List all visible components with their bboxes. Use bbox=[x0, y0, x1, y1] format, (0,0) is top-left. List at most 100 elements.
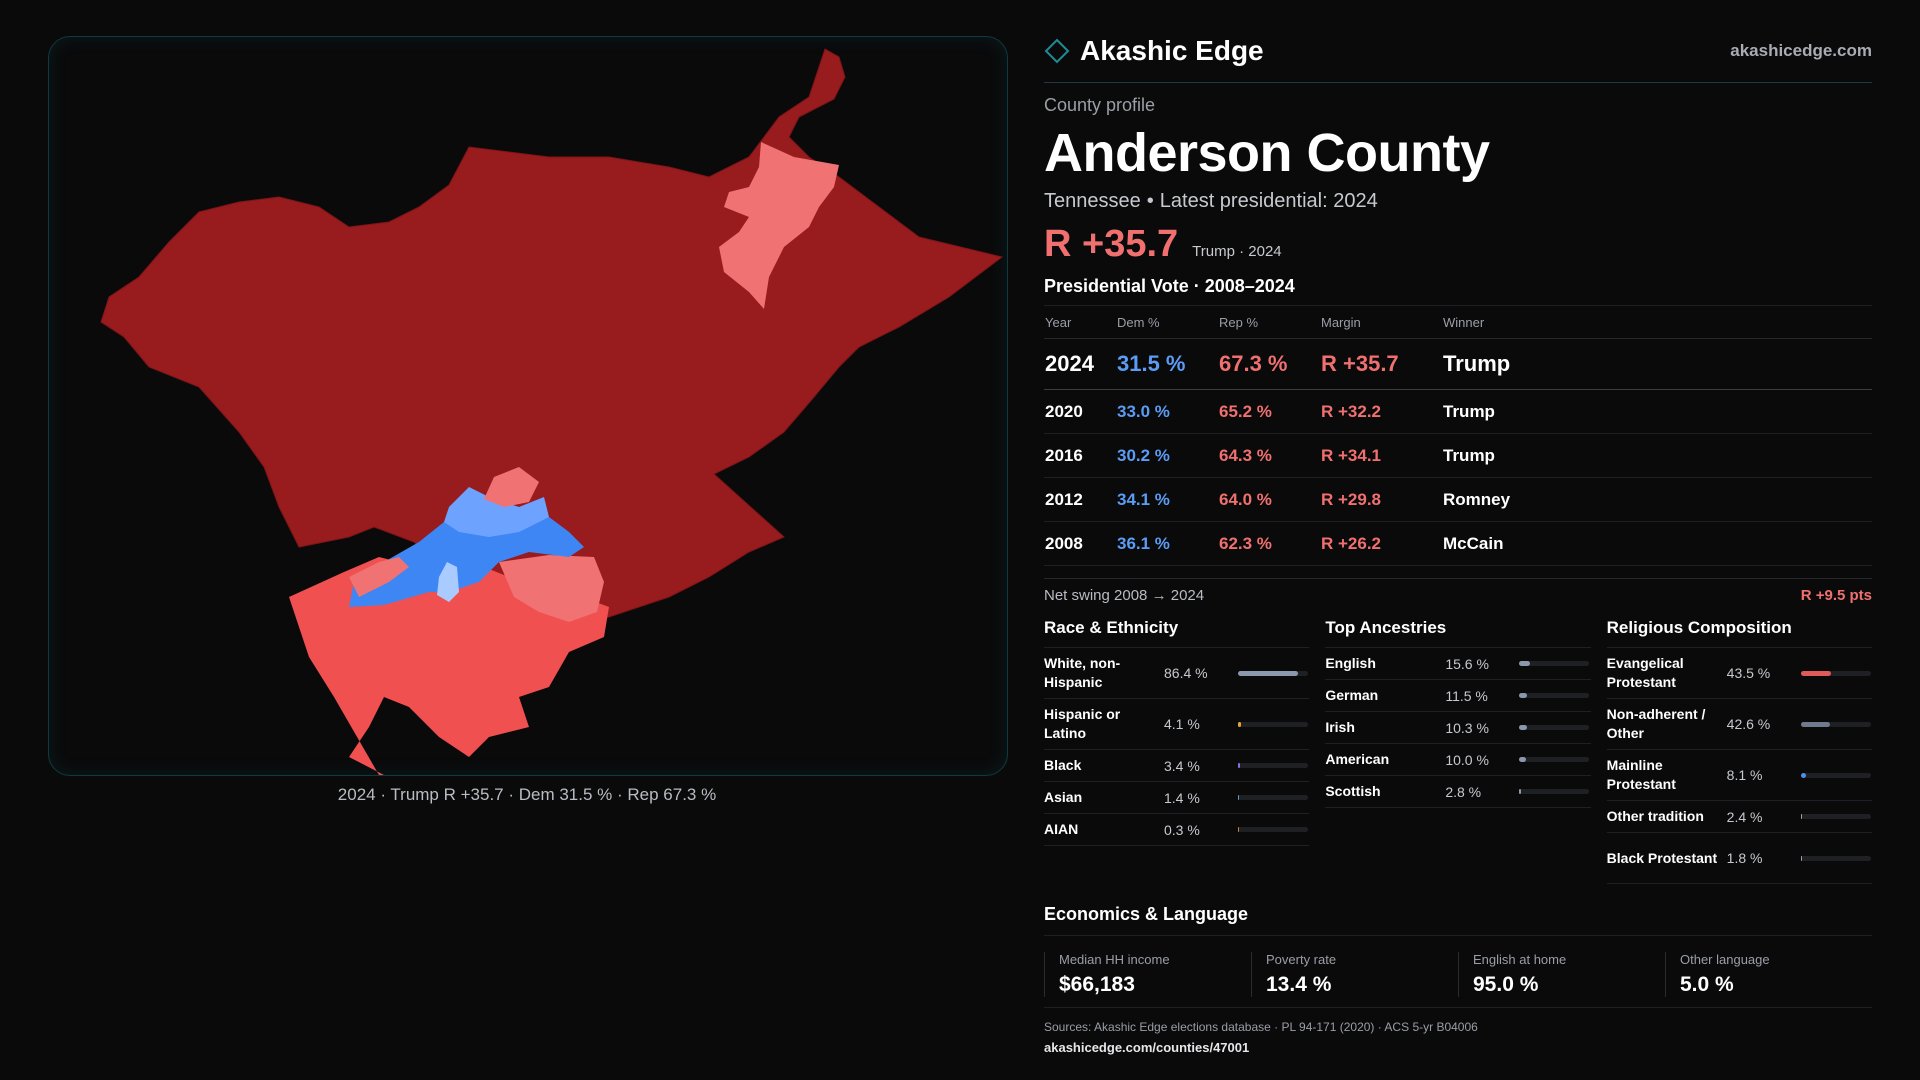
list-item: AIAN 0.3 % bbox=[1044, 814, 1310, 846]
precinct-lean-r-west[interactable] bbox=[349, 557, 409, 597]
stat-label: Poverty rate bbox=[1266, 952, 1337, 967]
list-item: Other tradition 2.4 % bbox=[1606, 801, 1872, 833]
precinct-dem-north[interactable] bbox=[444, 487, 549, 537]
item-bar-fill bbox=[1519, 693, 1528, 698]
item-label: Evangelical Protestant bbox=[1606, 655, 1684, 690]
item-value: 0.3 % bbox=[1164, 821, 1200, 838]
brand-name: Akashic Edge bbox=[1080, 35, 1264, 66]
item-label: English bbox=[1325, 655, 1376, 671]
item-value: 15.6 % bbox=[1445, 655, 1489, 672]
row-margin: R +29.8 bbox=[1320, 477, 1442, 522]
row-winner: McCain bbox=[1442, 521, 1872, 566]
precinct-dem-core[interactable] bbox=[349, 507, 584, 607]
item-label: American bbox=[1325, 751, 1390, 767]
headline-margin-row: R +35.7 Trump · 2024 bbox=[1044, 223, 1872, 266]
headline-sub: Trump · 2024 bbox=[1192, 243, 1282, 260]
item-value: 3.4 % bbox=[1164, 757, 1200, 774]
vote-section-title: Presidential Vote · 2008–2024 bbox=[1044, 276, 1872, 306]
item-bar bbox=[1238, 763, 1308, 768]
stat-label: Median HH income bbox=[1059, 952, 1170, 967]
table-row: 2008 36.1 % 62.3 % R +26.2 McCain bbox=[1044, 521, 1872, 566]
precinct-map-svg[interactable] bbox=[49, 37, 1007, 775]
list-item: Black 3.4 % bbox=[1044, 750, 1310, 782]
precinct-south-likely-r[interactable] bbox=[289, 557, 609, 775]
list-item: Scottish 2.8 % bbox=[1325, 776, 1591, 808]
county-map[interactable] bbox=[48, 36, 1008, 776]
item-bar bbox=[1519, 693, 1590, 698]
item-bar-fill bbox=[1800, 670, 1832, 676]
list-item: Hispanic or Latino 4.1 % bbox=[1044, 699, 1310, 750]
item-label: German bbox=[1325, 687, 1379, 703]
row-margin: R +35.7 bbox=[1320, 338, 1442, 390]
item-value: 11.5 % bbox=[1445, 687, 1488, 704]
item-bar-fill bbox=[1800, 814, 1803, 819]
item-bar-fill bbox=[1800, 721, 1831, 727]
table-row: 2016 30.2 % 64.3 % R +34.1 Trump bbox=[1044, 433, 1872, 478]
item-label: Asian bbox=[1044, 789, 1083, 805]
list-item: German 11.5 % bbox=[1325, 680, 1591, 712]
item-bar bbox=[1519, 757, 1590, 762]
item-bar-fill bbox=[1519, 789, 1522, 794]
race-column: Race & Ethnicity White, non-Hispanic 86.4… bbox=[1044, 618, 1310, 884]
precinct-northeast-lean[interactable] bbox=[719, 142, 839, 309]
precinct-lean-r-mid[interactable] bbox=[484, 467, 539, 507]
row-winner: Trump bbox=[1442, 338, 1872, 390]
list-item: American 10.0 % bbox=[1325, 744, 1591, 776]
item-bar-fill bbox=[1519, 757, 1527, 762]
item-bar bbox=[1238, 827, 1308, 832]
item-bar-fill bbox=[1238, 670, 1299, 676]
net-swing: Net swing 2008 → 2024 R +9.5 pts bbox=[1044, 578, 1872, 604]
stat-value: 5.0 % bbox=[1680, 973, 1734, 996]
row-year: 2016 bbox=[1044, 433, 1116, 478]
race-title: Race & Ethnicity bbox=[1044, 618, 1310, 648]
item-value: 10.0 % bbox=[1445, 751, 1489, 768]
col-winner: Winner bbox=[1442, 306, 1872, 339]
row-dem: 30.2 % bbox=[1116, 433, 1218, 478]
item-bar bbox=[1800, 814, 1871, 819]
item-bar bbox=[1800, 772, 1871, 778]
demographics: Race & Ethnicity White, non-Hispanic 86.4… bbox=[1044, 618, 1872, 884]
precinct-dem-tossup[interactable] bbox=[437, 562, 459, 602]
list-item: Mainline Protestant 8.1 % bbox=[1606, 750, 1872, 801]
item-bar-fill bbox=[1519, 725, 1527, 730]
item-bar bbox=[1800, 721, 1871, 727]
map-caption: 2024 · Trump R +35.7 · Dem 31.5 % · Rep … bbox=[337, 785, 717, 804]
item-bar bbox=[1238, 721, 1308, 727]
row-rep: 65.2 % bbox=[1218, 389, 1320, 434]
item-value: 42.6 % bbox=[1726, 716, 1771, 732]
col-margin: Margin bbox=[1320, 306, 1442, 339]
latest-election: Latest presidential: 2024 bbox=[1159, 190, 1378, 212]
row-dem: 36.1 % bbox=[1116, 521, 1218, 566]
item-bar bbox=[1519, 789, 1590, 794]
list-item: Evangelical Protestant 43.5 % bbox=[1606, 648, 1872, 699]
stat-card: Other language 5.0 % bbox=[1665, 952, 1872, 997]
row-year: 2008 bbox=[1044, 521, 1116, 566]
stat-value: 95.0 % bbox=[1473, 973, 1539, 996]
ancestry-column: Top Ancestries English 15.6 % German 11.5 … bbox=[1325, 618, 1591, 884]
stat-card: English at home 95.0 % bbox=[1458, 952, 1665, 997]
permalink[interactable]: akashicedge.com/counties/47001 bbox=[1044, 1040, 1250, 1055]
stat-value: $66,183 bbox=[1059, 973, 1135, 996]
swing-value: R +9.5 pts bbox=[1800, 587, 1872, 604]
row-dem: 31.5 % bbox=[1116, 338, 1218, 390]
ancestry-title: Top Ancestries bbox=[1325, 618, 1591, 648]
sources: Sources: Akashic Edge elections database… bbox=[1044, 1020, 1478, 1034]
table-row: 2020 33.0 % 65.2 % R +32.2 Trump bbox=[1044, 389, 1872, 434]
item-bar bbox=[1519, 725, 1590, 730]
row-year: 2012 bbox=[1044, 477, 1116, 522]
row-rep: 62.3 % bbox=[1218, 521, 1320, 566]
header: Akashic Edge akashicedge.com bbox=[1044, 30, 1872, 83]
precinct-south-lean-r[interactable] bbox=[499, 555, 604, 622]
stat-card: Median HH income $66,183 bbox=[1044, 952, 1251, 997]
brand[interactable]: Akashic Edge bbox=[1044, 35, 1264, 67]
list-item: Asian 1.4 % bbox=[1044, 782, 1310, 814]
row-dem: 34.1 % bbox=[1116, 477, 1218, 522]
item-bar-fill bbox=[1238, 795, 1240, 800]
row-year: 2024 bbox=[1044, 338, 1116, 390]
page-kicker: County profile bbox=[1044, 95, 1156, 115]
row-rep: 64.3 % bbox=[1218, 433, 1320, 478]
item-bar-fill bbox=[1519, 661, 1531, 666]
item-value: 86.4 % bbox=[1164, 665, 1208, 681]
site-link[interactable]: akashicedge.com bbox=[1730, 41, 1872, 60]
row-margin: R +34.1 bbox=[1320, 433, 1442, 478]
